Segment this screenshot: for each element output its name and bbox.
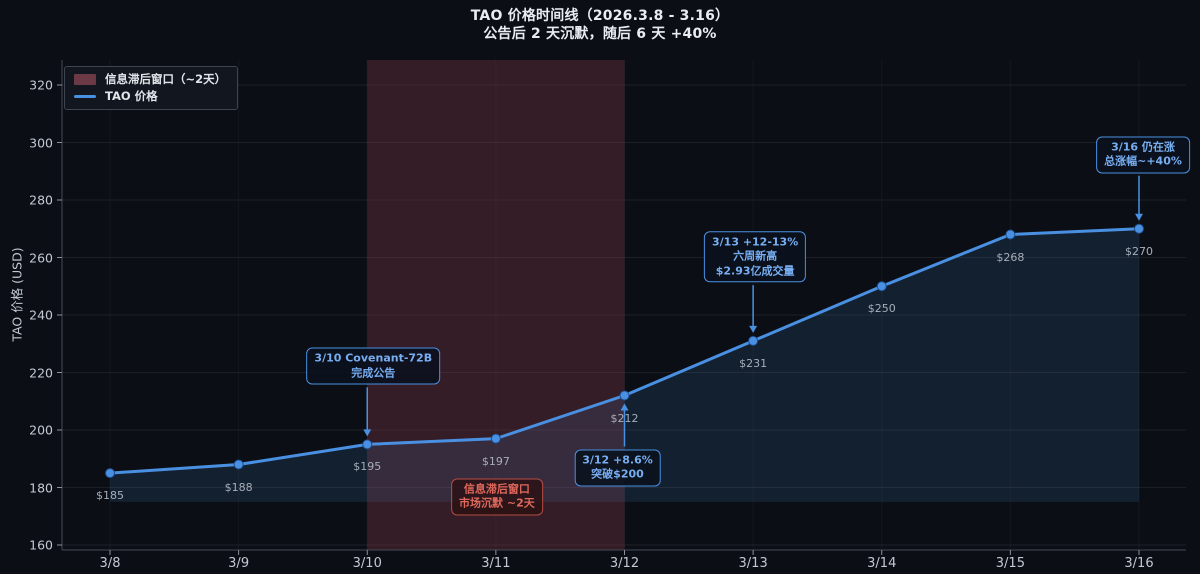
annotation-line: 信息滞后窗口 [463,482,530,496]
y-tick-label: 180 [29,480,53,495]
annotation-arrowhead [363,429,372,437]
legend-label: 信息滞后窗口（~2天） [105,72,227,86]
data-point-label: $268 [996,250,1025,264]
data-point-marker [362,439,373,450]
data-point-marker [619,390,630,401]
x-tick-label: 3/11 [481,556,511,571]
x-tick-label: 3/15 [995,556,1025,571]
data-point-marker [876,281,887,292]
y-tick-label: 280 [29,192,53,208]
annotation-still-rising: 3/16 仍在涨 总涨幅~+40% [1096,136,1190,174]
annotation-announcement: 3/10 Covenant-72B 完成公告 [306,347,441,385]
data-point-label: $188 [224,480,253,494]
data-point-marker [748,335,759,346]
line-swatch-icon [74,95,96,98]
x-tick-label: 3/14 [867,556,897,571]
x-tick-label: 3/13 [738,556,768,571]
data-point-label: $185 [96,489,124,503]
data-point-label: $250 [867,302,896,316]
chart-subtitle: 公告后 2 天沉默，随后 6 天 +40% [483,26,717,42]
annotation-line: 六周新高 [733,249,778,263]
data-point-marker [233,459,244,470]
legend-item-lag-window: 信息滞后窗口（~2天） [74,73,226,86]
x-tick-label: 3/10 [352,556,382,571]
y-tick-label: 300 [29,135,53,150]
data-point-marker [105,468,115,479]
annotation-arrowhead [1135,213,1143,221]
x-tick-label: 3/9 [228,556,250,571]
data-point-label: $231 [739,356,768,370]
annotation-line: 完成公告 [351,366,396,380]
annotation-line: 突破$200 [591,467,644,481]
data-point-label: $197 [481,454,510,468]
band-swatch-icon [74,74,96,85]
annotation-line: 市场沉默 ~2天 [459,496,535,510]
data-point-label: $195 [353,460,382,474]
chart-title: TAO 价格时间线（2026.3.8 - 3.16） [470,8,730,24]
annotation-arrowhead [620,403,629,411]
annotation-line: 总涨幅~+40% [1104,154,1182,168]
price-area-fill [110,228,1139,502]
y-tick-label: 200 [29,422,53,438]
annotation-six-week-high: 3/13 +12-13% 六周新高 $2.93亿成交量 [704,231,807,283]
annotation-line: 3/16 仍在涨 [1111,140,1175,154]
data-point-marker [490,433,501,444]
annotation-line: 3/12 +8.6% [582,453,653,466]
annotation-breakout: 3/12 +8.6% 突破$200 [574,449,661,486]
y-tick-label: 240 [29,307,53,323]
annotation-line: 3/10 Covenant-72B [314,351,433,365]
legend: 信息滞后窗口（~2天） TAO 价格 [64,66,239,110]
legend-item-tao-price: TAO 价格 [74,90,226,103]
y-tick-label: 320 [29,77,53,93]
data-point-label: $212 [610,411,639,425]
x-tick-label: 3/16 [1124,556,1154,571]
data-point-marker [1005,229,1016,240]
data-point-marker [1134,223,1144,234]
data-point-label: $270 [1125,244,1153,258]
annotation-line: $2.93亿成交量 [715,264,795,278]
y-tick-label: 160 [29,537,53,553]
x-tick-label: 3/12 [609,556,640,571]
y-tick-label: 220 [29,365,53,380]
x-tick-label: 3/8 [99,556,121,571]
chart-titles: TAO 价格时间线（2026.3.8 - 3.16） 公告后 2 天沉默，随后 … [0,7,1200,43]
annotation-lag-window-label: 信息滞后窗口 市场沉默 ~2天 [451,478,543,516]
y-tick-label: 260 [29,250,53,265]
annotation-line: 3/13 +12-13% [712,235,799,249]
annotation-arrowhead [749,325,758,333]
legend-label: TAO 价格 [105,89,158,103]
